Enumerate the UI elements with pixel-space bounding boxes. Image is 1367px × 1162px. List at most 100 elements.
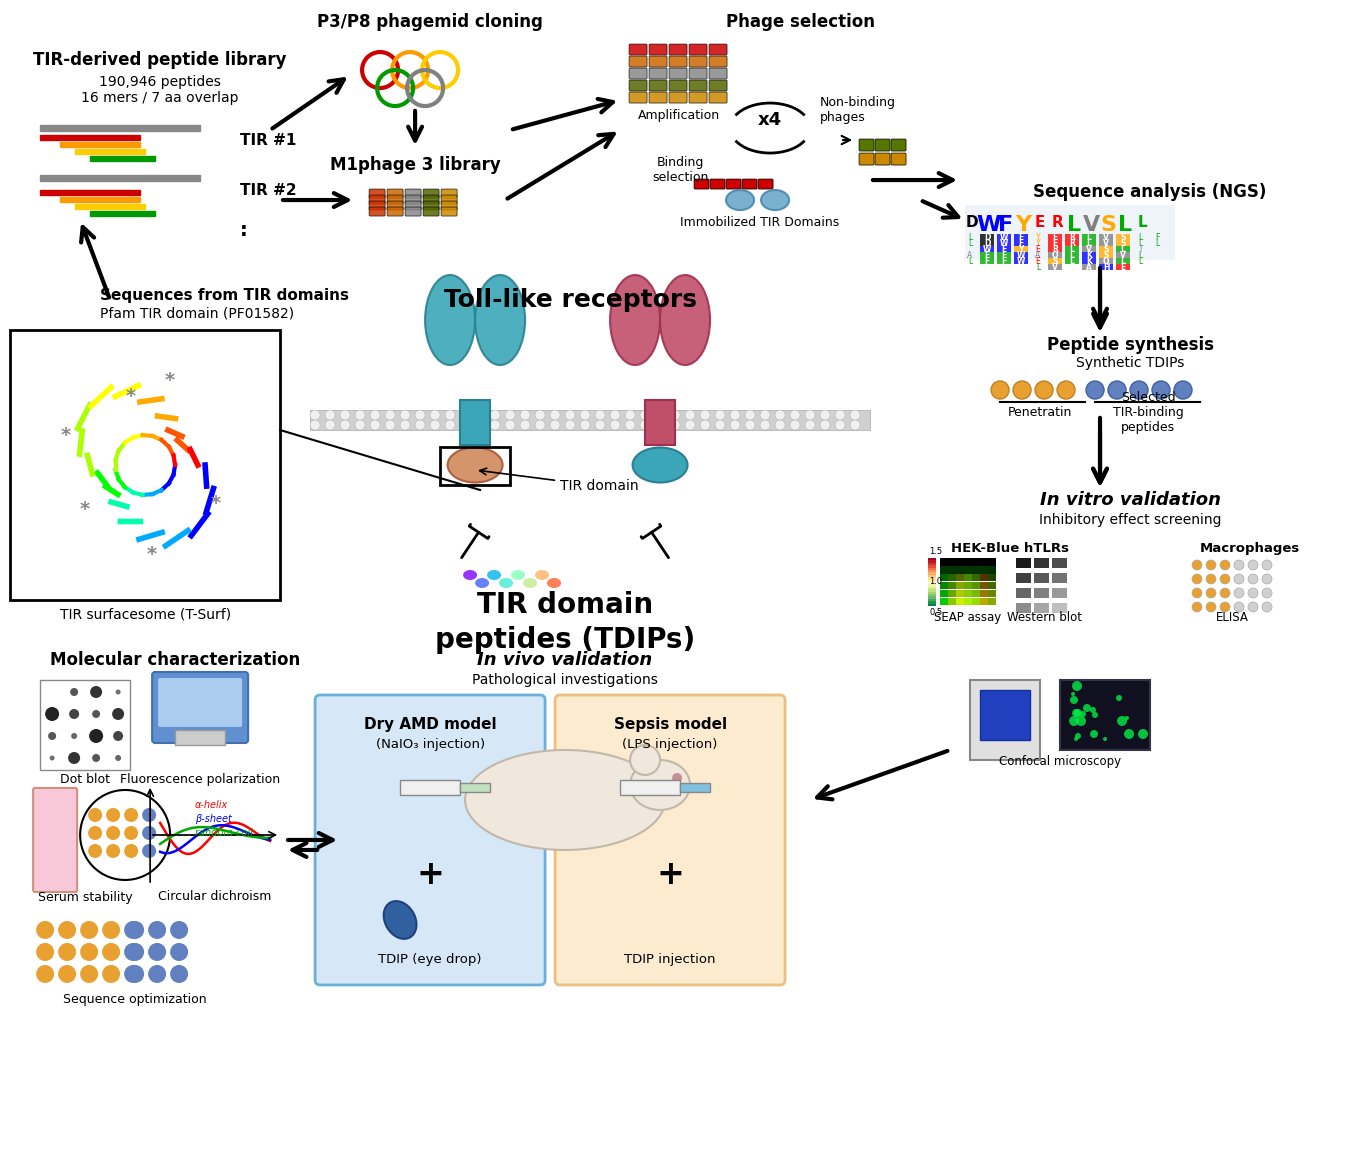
Text: *: *: [60, 425, 71, 445]
Circle shape: [401, 410, 410, 419]
Bar: [1083, 258, 1096, 264]
FancyBboxPatch shape: [709, 179, 725, 189]
FancyBboxPatch shape: [668, 80, 688, 91]
Circle shape: [1057, 381, 1074, 399]
FancyBboxPatch shape: [33, 788, 77, 892]
Bar: [1033, 603, 1048, 614]
FancyBboxPatch shape: [369, 207, 385, 216]
Circle shape: [45, 706, 59, 720]
Bar: [1014, 258, 1028, 264]
Circle shape: [476, 410, 485, 419]
Circle shape: [1013, 381, 1031, 399]
Text: V: V: [1087, 244, 1092, 253]
FancyBboxPatch shape: [629, 80, 647, 91]
FancyBboxPatch shape: [387, 207, 403, 216]
FancyBboxPatch shape: [442, 189, 457, 198]
Text: F: F: [984, 257, 990, 266]
Text: V: V: [1103, 238, 1109, 248]
Circle shape: [1206, 560, 1217, 571]
Circle shape: [68, 752, 81, 763]
Circle shape: [1192, 588, 1202, 598]
Circle shape: [850, 419, 860, 430]
Text: R: R: [1069, 238, 1074, 248]
Circle shape: [103, 944, 120, 961]
Text: Penetratin: Penetratin: [1007, 406, 1072, 418]
Bar: [1099, 252, 1113, 258]
Text: Pathological investigations: Pathological investigations: [472, 673, 658, 687]
FancyBboxPatch shape: [689, 92, 707, 103]
Ellipse shape: [726, 191, 755, 210]
Circle shape: [610, 410, 621, 419]
Text: L: L: [968, 257, 972, 266]
Bar: [175, 730, 226, 745]
Text: E: E: [1036, 244, 1040, 253]
Bar: [1048, 241, 1062, 246]
Text: SEAP assay: SEAP assay: [935, 611, 1002, 624]
Circle shape: [1174, 381, 1192, 399]
Bar: [310, 410, 869, 430]
Bar: [928, 582, 936, 584]
Circle shape: [59, 944, 77, 961]
FancyBboxPatch shape: [442, 201, 457, 210]
Bar: [1016, 588, 1031, 598]
Text: ELISA: ELISA: [1215, 611, 1248, 624]
Circle shape: [1219, 588, 1230, 598]
FancyBboxPatch shape: [405, 201, 421, 210]
FancyBboxPatch shape: [689, 56, 707, 67]
Circle shape: [113, 731, 123, 741]
Circle shape: [476, 419, 485, 430]
Bar: [971, 680, 1040, 760]
Circle shape: [1072, 681, 1083, 691]
Text: W: W: [999, 232, 1009, 242]
Text: Q: Q: [1103, 257, 1109, 266]
FancyBboxPatch shape: [742, 179, 757, 189]
FancyBboxPatch shape: [387, 189, 403, 198]
FancyBboxPatch shape: [442, 195, 457, 205]
Text: W: W: [1017, 257, 1025, 266]
Circle shape: [126, 964, 144, 983]
Text: Q: Q: [1051, 251, 1058, 259]
Bar: [956, 558, 964, 566]
Circle shape: [1117, 716, 1126, 726]
Circle shape: [370, 410, 380, 419]
Text: D: D: [965, 215, 979, 230]
Circle shape: [310, 410, 320, 419]
Circle shape: [142, 826, 156, 840]
Circle shape: [124, 808, 138, 822]
Bar: [988, 590, 995, 597]
Bar: [980, 252, 994, 258]
Bar: [956, 574, 964, 581]
Circle shape: [90, 686, 103, 698]
Text: (LPS injection): (LPS injection): [622, 739, 718, 752]
FancyBboxPatch shape: [424, 189, 439, 198]
FancyBboxPatch shape: [629, 69, 647, 79]
Text: Y: Y: [1018, 244, 1024, 253]
Circle shape: [610, 419, 621, 430]
Text: x4: x4: [757, 112, 782, 129]
Circle shape: [401, 419, 410, 430]
Bar: [1115, 252, 1131, 258]
Text: 16 mers / 7 aa overlap: 16 mers / 7 aa overlap: [82, 91, 239, 105]
Bar: [956, 582, 964, 589]
Bar: [440, 447, 510, 485]
Text: L: L: [1118, 215, 1132, 235]
Text: α-helix: α-helix: [195, 799, 228, 810]
FancyBboxPatch shape: [316, 695, 545, 985]
Bar: [1033, 573, 1048, 583]
Bar: [972, 598, 980, 605]
Bar: [972, 558, 980, 566]
Circle shape: [655, 410, 666, 419]
Circle shape: [1206, 574, 1217, 584]
FancyBboxPatch shape: [759, 179, 774, 189]
Circle shape: [595, 419, 606, 430]
Text: *: *: [126, 387, 135, 406]
Text: I: I: [1139, 244, 1141, 253]
Text: Dry AMD model: Dry AMD model: [364, 717, 496, 732]
Bar: [988, 574, 995, 581]
Text: L: L: [1137, 232, 1143, 242]
Bar: [940, 582, 947, 589]
Text: L: L: [1137, 215, 1147, 230]
Circle shape: [534, 419, 545, 430]
Bar: [1053, 603, 1068, 614]
Circle shape: [820, 419, 830, 430]
